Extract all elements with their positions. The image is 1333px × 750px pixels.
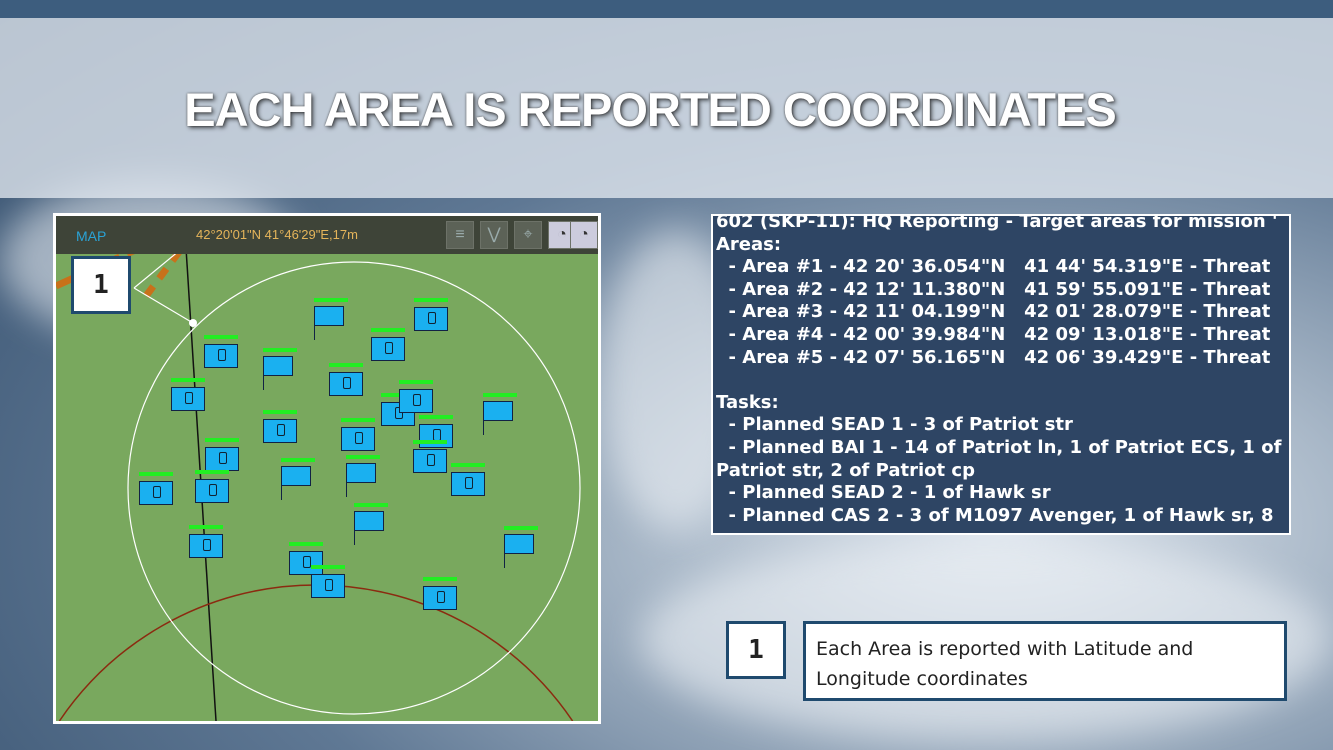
- sam-unit-icon[interactable]: [171, 378, 205, 420]
- sam-unit-icon[interactable]: [329, 363, 363, 405]
- hq-report-panel: 602 (SKP-11): HQ Reporting - Target area…: [711, 214, 1291, 535]
- map-label: MAP: [76, 228, 107, 244]
- map-layer-icon[interactable]: ≡: [446, 221, 474, 249]
- cursor-coordinates: 42°20'01"N 41°46'29"E,17m: [196, 227, 358, 242]
- report-line: Tasks:: [716, 391, 779, 413]
- flag-unit-icon[interactable]: [483, 393, 517, 435]
- report-line: - Area #1 - 42 20' 36.054"N 41 44' 54.31…: [716, 256, 1271, 278]
- range-ring: [127, 261, 581, 715]
- callout-number: 1: [71, 256, 131, 314]
- slide-title: EACH AREA IS REPORTED COORDINATES: [184, 83, 1116, 136]
- flag-unit-icon[interactable]: [504, 526, 538, 568]
- title-banner: [0, 18, 1333, 198]
- slide-top-bar: [0, 0, 1333, 18]
- callout-anchor: [189, 319, 197, 327]
- report-line: - Planned BAI 1 - 14 of Patriot ln, 1 of…: [716, 436, 1282, 458]
- callout-leader: [133, 287, 194, 324]
- flag-unit-icon[interactable]: [346, 455, 380, 497]
- sam-unit-icon[interactable]: [139, 472, 173, 514]
- radar-dish-icon[interactable]: ◔: [570, 221, 598, 249]
- sam-unit-icon[interactable]: [189, 525, 223, 567]
- report-line: - Area #2 - 42 12' 11.380"N 41 59' 55.09…: [716, 278, 1271, 300]
- note-text: Each Area is reported with Latitude and …: [803, 621, 1287, 701]
- flag-unit-icon[interactable]: [354, 503, 388, 545]
- report-line: Areas:: [716, 233, 782, 255]
- road: [143, 216, 209, 299]
- report-line: [716, 368, 1289, 391]
- flag-unit-icon[interactable]: [263, 348, 297, 390]
- sam-unit-icon[interactable]: [413, 440, 447, 482]
- sam-unit-icon[interactable]: [423, 577, 457, 619]
- route-icon[interactable]: ⋁: [480, 221, 508, 249]
- report-line: - Area #5 - 42 07' 56.165"N 42 06' 39.42…: [716, 346, 1271, 368]
- waypoint-icon[interactable]: ⌖: [514, 221, 542, 249]
- report-line: 602 (SKP-11): HQ Reporting - Target area…: [716, 214, 1278, 232]
- sam-unit-icon[interactable]: [263, 410, 297, 452]
- flag-unit-icon[interactable]: [281, 458, 315, 500]
- unit-layer: [56, 216, 598, 721]
- note-number: 1: [726, 621, 786, 679]
- map-view[interactable]: MAP 42°20'01"N 41°46'29"E,17m ≡ ⋁ ⌖ ◔ ◔ …: [53, 213, 601, 724]
- sam-unit-icon[interactable]: [399, 380, 433, 422]
- report-line: - Area #3 - 42 11' 04.199"N 42 01' 28.07…: [716, 301, 1271, 323]
- report-line: - Planned CAS 2 - 3 of M1097 Avenger, 1 …: [716, 504, 1274, 526]
- report-line: - Planned SEAD 2 - 1 of Hawk sr: [716, 482, 1051, 504]
- sam-unit-icon[interactable]: [419, 415, 453, 457]
- sam-unit-icon[interactable]: [371, 328, 405, 370]
- sam-unit-icon[interactable]: [205, 438, 239, 480]
- map-header: MAP 42°20'01"N 41°46'29"E,17m ≡ ⋁ ⌖ ◔ ◔: [56, 216, 598, 254]
- flag-unit-icon[interactable]: [314, 298, 348, 340]
- report-line: - Area #4 - 42 00' 39.984"N 42 09' 13.01…: [716, 323, 1271, 345]
- sam-unit-icon[interactable]: [204, 335, 238, 377]
- sam-unit-icon[interactable]: [414, 298, 448, 340]
- sam-unit-icon[interactable]: [289, 542, 323, 584]
- sam-unit-icon[interactable]: [195, 470, 229, 512]
- sam-unit-icon[interactable]: [341, 418, 375, 460]
- sam-unit-icon[interactable]: [451, 463, 485, 505]
- report-line: Patriot str, 2 of Patriot cp: [716, 459, 975, 481]
- report-line: - Planned SEAD 1 - 3 of Patriot str: [716, 414, 1073, 436]
- sam-unit-icon[interactable]: [311, 565, 345, 607]
